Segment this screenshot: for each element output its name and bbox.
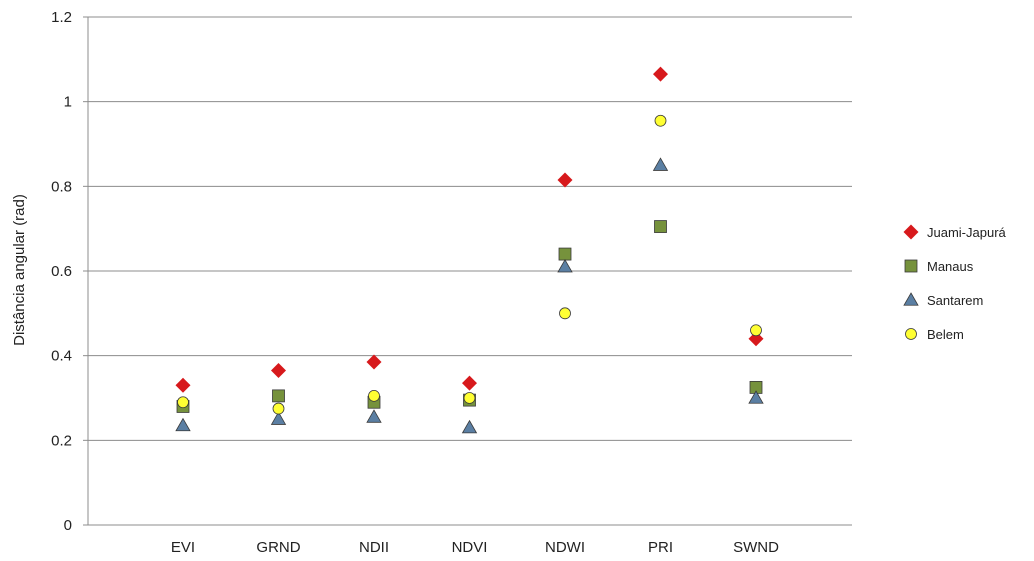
y-tick-labels: 0 0.2 0.4 0.6 0.8 1 1.2 (51, 9, 72, 534)
data-point-circle (272, 402, 285, 415)
legend-item: Santarem (903, 292, 983, 308)
legend-marker-square (904, 259, 918, 273)
data-point-triangle (557, 258, 573, 273)
data-point-triangle (175, 417, 191, 432)
legend-item: Juami-Japurá (903, 224, 1007, 240)
data-point-circle (463, 392, 476, 404)
legend-item: Manaus (904, 259, 974, 274)
x-tick-label: NDVI (452, 539, 488, 556)
y-tick-label: 0.6 (51, 263, 72, 280)
y-axis-title: Distância angular (rad) (11, 194, 28, 346)
data-point-circle (654, 114, 667, 127)
data-point-circle (177, 396, 189, 409)
data-point-square (654, 220, 667, 233)
y-tick-label: 0.8 (51, 178, 72, 195)
legend-label: Belem (927, 327, 964, 342)
data-point-circle (559, 307, 571, 320)
legend-label: Juami-Japurá (927, 225, 1007, 240)
legend-label: Manaus (927, 259, 974, 274)
legend-label: Santarem (927, 293, 983, 308)
legend-marker-triangle (903, 292, 919, 306)
legend: Juami-Japurá Manaus Santarem Belem (903, 224, 1007, 342)
data-point-diamond (271, 362, 286, 378)
data-point-triangle (366, 409, 382, 423)
y-tick-label: 1 (64, 94, 72, 111)
data-point-diamond (748, 331, 764, 347)
data-point-triangle (270, 411, 287, 425)
y-tick-label: 0 (64, 517, 72, 534)
y-tick-label: 0.4 (51, 348, 72, 365)
x-tick-label: SWND (733, 539, 779, 556)
data-point-circle (750, 324, 762, 337)
data-point-square (558, 247, 572, 261)
x-tick-label: NDWI (545, 539, 585, 556)
data-points (175, 66, 764, 434)
legend-marker-circle (905, 328, 917, 340)
data-point-diamond (175, 377, 191, 393)
data-point-triangle (748, 390, 764, 404)
data-point-diamond (557, 172, 573, 188)
data-point-diamond (653, 66, 668, 82)
data-point-triangle (652, 157, 669, 171)
data-point-diamond (366, 354, 382, 370)
x-tick-label: NDII (359, 539, 389, 556)
x-tick-label: EVI (171, 539, 195, 556)
x-tick-label: GRND (256, 539, 300, 556)
axes (83, 16, 852, 526)
data-point-square (272, 389, 285, 403)
legend-marker-diamond (903, 224, 919, 240)
y-tick-label: 0.2 (51, 432, 72, 449)
x-tick-labels: EVI GRND NDII NDVI NDWI PRI SWND (171, 539, 779, 556)
y-tick-label: 1.2 (51, 9, 72, 26)
x-tick-label: PRI (648, 539, 673, 556)
legend-item: Belem (905, 327, 964, 342)
data-point-triangle (461, 419, 478, 434)
gridlines (88, 16, 852, 441)
data-point-circle (368, 389, 380, 402)
data-point-diamond (462, 375, 477, 391)
